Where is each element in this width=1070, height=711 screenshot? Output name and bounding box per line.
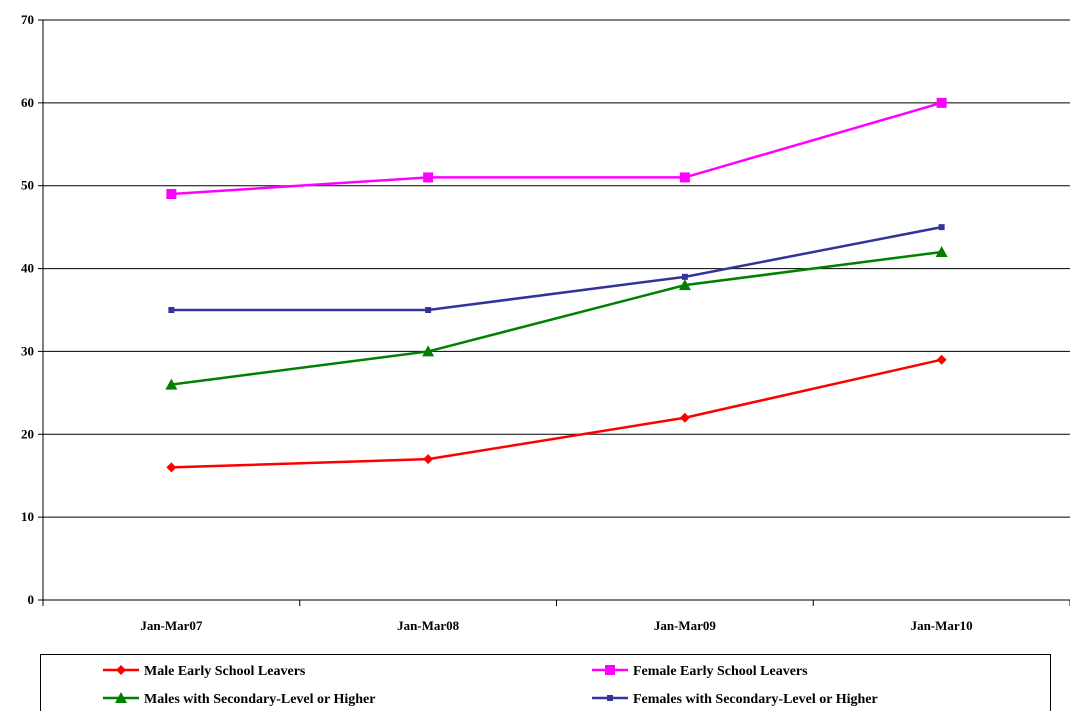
series-line — [171, 250, 942, 386]
data-point — [936, 97, 947, 108]
series-3 — [165, 246, 948, 390]
legend-label: Females with Secondary-Level or Higher — [633, 692, 878, 707]
x-tick-label: Jan-Mar08 — [397, 618, 460, 633]
gridlines — [43, 19, 1070, 518]
data-point — [425, 307, 432, 313]
y-tick-label: 40 — [21, 261, 34, 276]
series-2 — [166, 97, 947, 199]
series-1 — [166, 354, 947, 473]
data-point — [936, 354, 947, 365]
data-point — [165, 378, 178, 390]
data-point — [678, 279, 691, 291]
y-tick-label: 20 — [21, 426, 34, 441]
data-point — [168, 307, 175, 313]
legend-label: Male Early School Leavers — [144, 664, 306, 679]
legend-box — [40, 654, 1051, 711]
series-line — [171, 101, 942, 196]
y-tick-label: 10 — [21, 509, 34, 524]
legend-item: Female Early School Leavers — [592, 664, 808, 679]
axes — [38, 19, 1070, 606]
data-point — [166, 189, 177, 199]
y-tick-label: 60 — [21, 95, 34, 110]
y-tick-label: 70 — [21, 12, 34, 27]
series-line — [171, 225, 942, 312]
legend-label: Female Early School Leavers — [633, 664, 808, 679]
legend: Male Early School Leavers Female Early Sc… — [40, 654, 1051, 711]
x-axis-tick-labels: Jan-Mar07 Jan-Mar08 Jan-Mar09 Jan-Mar10 — [140, 618, 972, 633]
data-point — [166, 462, 177, 473]
data-point — [607, 695, 613, 701]
data-point — [938, 224, 945, 231]
data-point — [422, 345, 435, 357]
y-tick-label: 30 — [21, 343, 34, 358]
y-tick-label: 0 — [28, 592, 35, 607]
data-point — [423, 454, 434, 465]
data-point — [681, 273, 688, 280]
legend-item: Females with Secondary-Level or Higher — [592, 692, 878, 707]
x-tick-label: Jan-Mar07 — [140, 618, 203, 633]
y-tick-label: 50 — [21, 178, 34, 193]
series-line — [171, 358, 942, 469]
legend-label: Males with Secondary-Level or Higher — [144, 692, 376, 707]
data-point — [423, 172, 434, 183]
x-tick-label: Jan-Mar09 — [654, 618, 717, 633]
data-point — [116, 665, 126, 675]
y-axis-tick-labels: 0 10 20 30 40 50 60 70 — [21, 12, 34, 607]
data-point — [115, 692, 127, 703]
legend-item: Males with Secondary-Level or Higher — [103, 692, 376, 707]
series-4 — [168, 224, 945, 313]
series-group — [165, 97, 948, 473]
data-point — [605, 665, 615, 675]
legend-item: Male Early School Leavers — [103, 664, 306, 679]
data-point — [679, 172, 690, 183]
data-point — [679, 412, 690, 423]
x-tick-label: Jan-Mar10 — [911, 618, 973, 633]
data-point — [935, 246, 948, 257]
